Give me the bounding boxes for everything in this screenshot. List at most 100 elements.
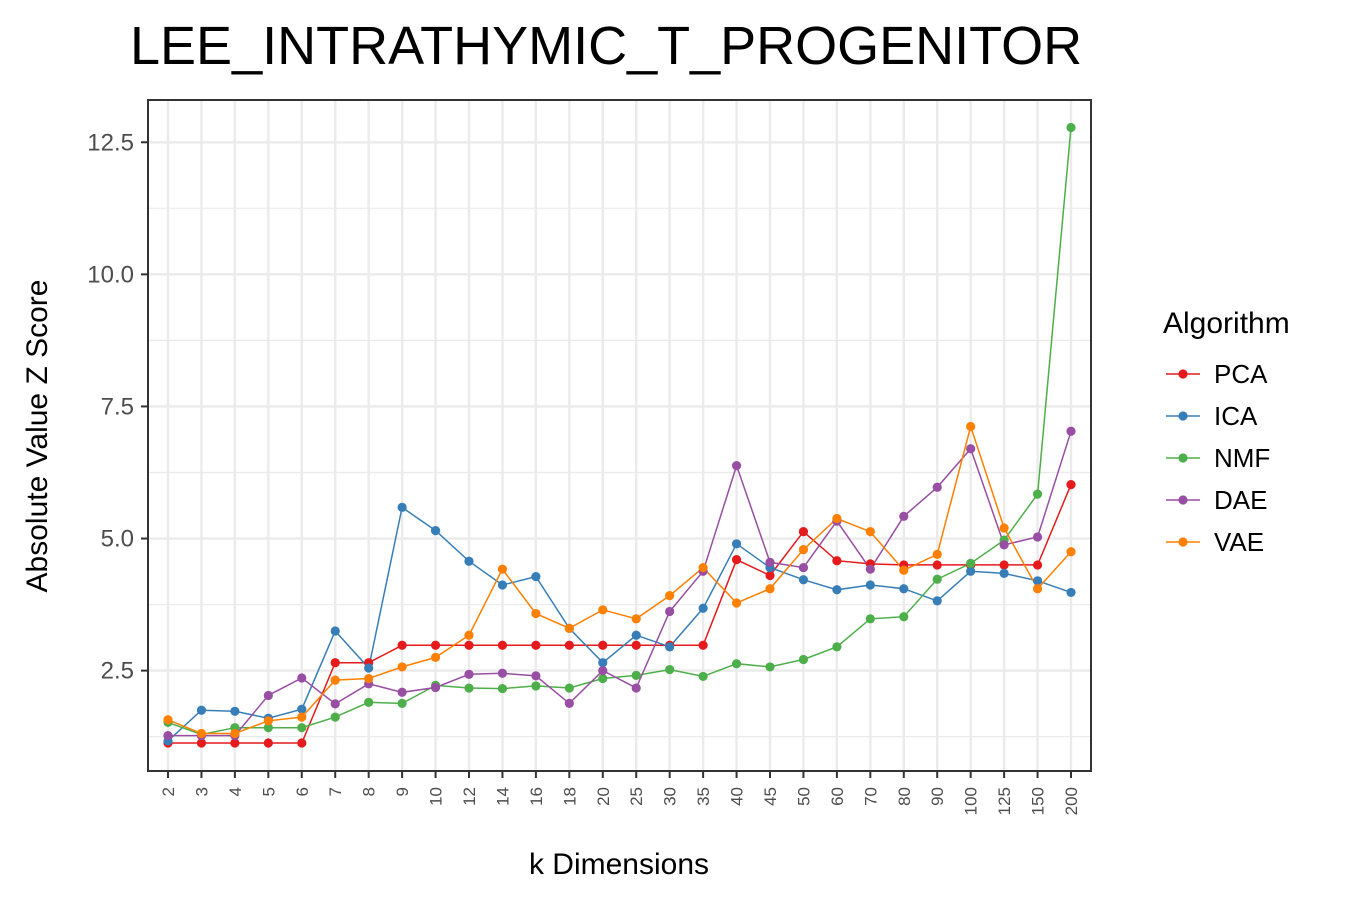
x-tick-label: 18 [560,787,579,806]
data-point-vae [196,728,207,739]
data-point-ica [598,658,608,668]
data-point-vae [263,716,273,726]
data-point-pca [196,738,207,748]
x-tick-label: 20 [594,787,613,806]
data-point-vae [564,623,574,633]
data-point-nmf [698,671,708,682]
data-point-pca [1032,560,1043,570]
x-tick-label: 125 [995,787,1014,815]
data-point-nmf [932,574,942,584]
data-point-pca [999,560,1009,570]
data-point-vae [966,421,976,432]
data-point-ica [698,603,708,613]
data-point-dae [564,698,574,708]
data-point-dae [932,482,942,492]
data-point-pca [263,738,273,748]
legend-key-point-pca [1178,369,1188,379]
x-axis-title: k Dimensions [529,848,709,881]
data-point-pca [832,556,842,566]
legend-title: Algorithm [1163,307,1290,340]
legend-key-point-dae [1178,495,1188,505]
series-line-vae [167,423,1072,735]
data-point-vae [297,712,307,722]
data-point-ica [196,705,207,715]
data-point-nmf [364,697,374,707]
x-tick-label: 70 [861,787,880,806]
data-point-nmf [865,614,875,624]
x-axis: 2 3 4 5 6 7 8 9 10 12 14 16 18 20 25 30 35 40 45 50 60 70 80 90… [159,771,1081,815]
data-point-vae [631,614,641,624]
chart-title: LEE_INTRATHYMIC_T_PROGENITOR [130,16,1082,76]
data-point-ica [1066,587,1076,598]
data-point-vae [598,605,608,615]
data-point-pca [564,640,574,650]
data-point-vae [330,675,340,685]
data-point-vae [364,673,374,684]
y-tick-label: 10.0 [87,261,134,288]
data-point-dae [430,682,441,693]
legend-label-nmf: NMF [1214,443,1270,473]
legend: Algorithm PCA ICA NMF DAE VAE [1163,307,1290,557]
data-point-nmf [899,612,909,622]
data-point-ica [531,571,541,582]
data-point-nmf [731,659,742,669]
data-point-nmf [263,723,273,733]
data-point-nmf [531,681,541,691]
x-tick-label: 10 [427,787,446,806]
data-point-dae [966,444,976,454]
data-point-pca [230,738,240,748]
data-point-ica [665,642,675,652]
data-point-nmf [966,558,976,568]
x-tick-label: 200 [1062,787,1081,815]
data-point-vae [230,728,240,739]
plot-panel-border [147,99,1092,772]
data-point-pca [330,658,340,668]
data-point-pca [631,640,641,650]
data-point-dae [899,511,909,521]
data-point-nmf [330,712,340,722]
x-tick-label: 7 [326,787,345,796]
data-point-dae [263,690,273,701]
x-tick-label: 4 [226,787,245,796]
series-points [163,122,1076,748]
data-point-nmf [1032,489,1043,499]
data-point-vae [698,562,708,573]
data-point-vae [899,565,909,575]
data-point-ica [464,556,474,566]
y-tick-label: 5.0 [101,526,134,553]
data-point-ica [1032,576,1043,586]
data-point-nmf [665,664,675,675]
data-point-ica [798,575,809,585]
data-point-ica [966,566,976,576]
data-point-dae [765,557,775,567]
data-point-dae [531,671,541,681]
data-point-vae [397,662,407,672]
data-point-pca [430,640,441,650]
data-point-vae [665,590,675,601]
data-point-ica [364,663,374,673]
x-tick-label: 8 [360,787,379,796]
data-point-vae [765,584,775,594]
data-point-ica [731,539,742,549]
x-tick-label: 100 [962,787,981,815]
data-point-vae [731,598,742,608]
data-point-vae [464,630,474,640]
gridlines [148,100,1091,771]
y-tick-label: 12.5 [87,129,134,156]
x-tick-label: 90 [928,787,947,806]
data-point-vae [832,513,842,524]
data-point-pca [765,570,775,581]
data-point-dae [798,562,809,573]
data-point-ica [999,568,1009,578]
data-point-dae [731,461,742,471]
y-axis-title: Absolute Value Z Score [21,280,54,593]
data-point-pca [698,640,708,650]
data-point-vae [865,527,875,537]
x-tick-label: 9 [393,787,412,796]
data-point-vae [798,545,809,555]
data-point-vae [497,564,508,574]
data-point-ica [899,584,909,594]
y-tick-label: 2.5 [101,658,134,685]
data-point-ica [297,704,307,714]
legend-label-pca: PCA [1214,359,1268,389]
